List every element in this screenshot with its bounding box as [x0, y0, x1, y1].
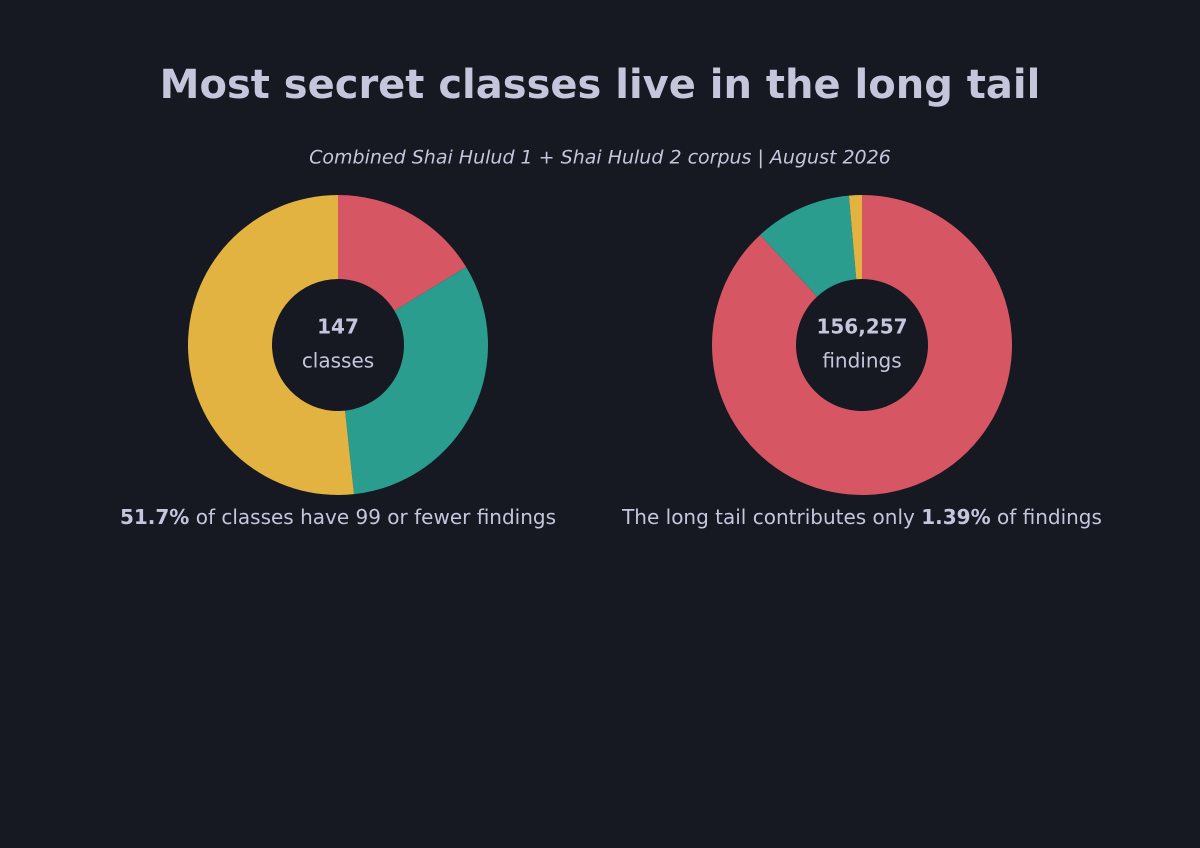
caption: 51.7% of classes have 99 or fewer findin…: [120, 505, 556, 529]
caption-part: of findings: [991, 505, 1102, 529]
caption-part: 51.7%: [120, 505, 189, 529]
donut-segment: [848, 195, 862, 280]
caption-part: The long tail contributes only: [621, 505, 921, 529]
center-label: findings: [822, 349, 901, 373]
donut-segment: [345, 267, 488, 495]
donut-segment: [711, 195, 1012, 496]
center-value: 147: [317, 315, 359, 339]
chart-title: Most secret classes live in the long tai…: [160, 62, 1041, 108]
center-value: 156,257: [816, 315, 907, 339]
donut-segment: [338, 195, 467, 311]
chart-subtitle: Combined Shai Hulud 1 + Shai Hulud 2 cor…: [309, 147, 891, 169]
caption: The long tail contributes only 1.39% of …: [621, 505, 1102, 529]
center-label: classes: [302, 349, 374, 373]
caption-part: of classes have 99 or fewer findings: [189, 505, 556, 529]
donut-segment: [760, 195, 857, 297]
caption-part: 1.39%: [921, 505, 990, 529]
donut-segment: [187, 195, 354, 495]
